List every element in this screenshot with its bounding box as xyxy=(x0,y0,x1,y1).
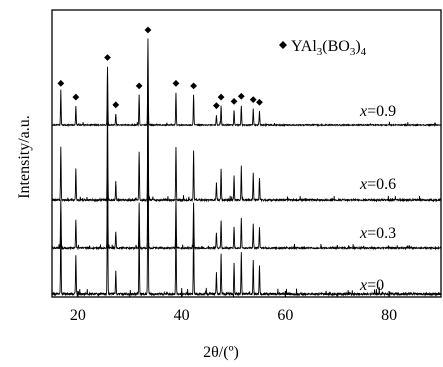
peak-marker-diamond xyxy=(230,97,238,105)
peak-markers xyxy=(57,26,263,110)
peak-marker-diamond xyxy=(104,54,111,61)
diffraction-patterns xyxy=(51,38,442,297)
peak-marker-diamond xyxy=(237,92,245,100)
peak-marker-diamond xyxy=(112,101,120,109)
xrd-series-line xyxy=(51,38,442,128)
plot-frame xyxy=(51,9,442,298)
peak-marker-diamond xyxy=(256,98,263,106)
curve-label-x06: x=0.6 xyxy=(359,176,396,193)
xrd-series-line xyxy=(51,113,442,297)
peak-marker-diamond xyxy=(72,93,80,101)
peak-marker-diamond xyxy=(249,96,257,104)
x-tick-label: 20 xyxy=(70,307,86,324)
curve-label-x09: x=0.9 xyxy=(359,103,396,120)
y-axis-title: Intensity/a.u. xyxy=(16,115,33,199)
legend-diamond-icon xyxy=(279,41,287,49)
curve-label-x0: x=0 xyxy=(359,277,384,294)
legend-label: YAl3(BO3)4 xyxy=(291,38,367,58)
peak-marker-diamond xyxy=(144,26,152,34)
x-axis-ticks: 20 40 60 80 xyxy=(70,291,397,324)
peak-marker-diamond xyxy=(57,79,65,87)
x-tick-label: 40 xyxy=(174,307,190,324)
x-axis-title: 2θ/(º) xyxy=(203,344,239,361)
xrd-series-line xyxy=(51,120,442,251)
xrd-series-line xyxy=(51,59,442,203)
peak-marker-diamond xyxy=(217,93,225,101)
curve-label-x03: x=0.3 xyxy=(359,225,396,242)
legend: YAl3(BO3)4 xyxy=(279,38,367,58)
peak-marker-diamond xyxy=(172,79,180,87)
x-tick-label: 80 xyxy=(381,307,397,324)
peak-marker-diamond xyxy=(213,102,220,110)
peak-marker-diamond xyxy=(190,82,197,90)
x-tick-label: 60 xyxy=(277,307,293,324)
peak-marker-diamond xyxy=(135,82,143,90)
